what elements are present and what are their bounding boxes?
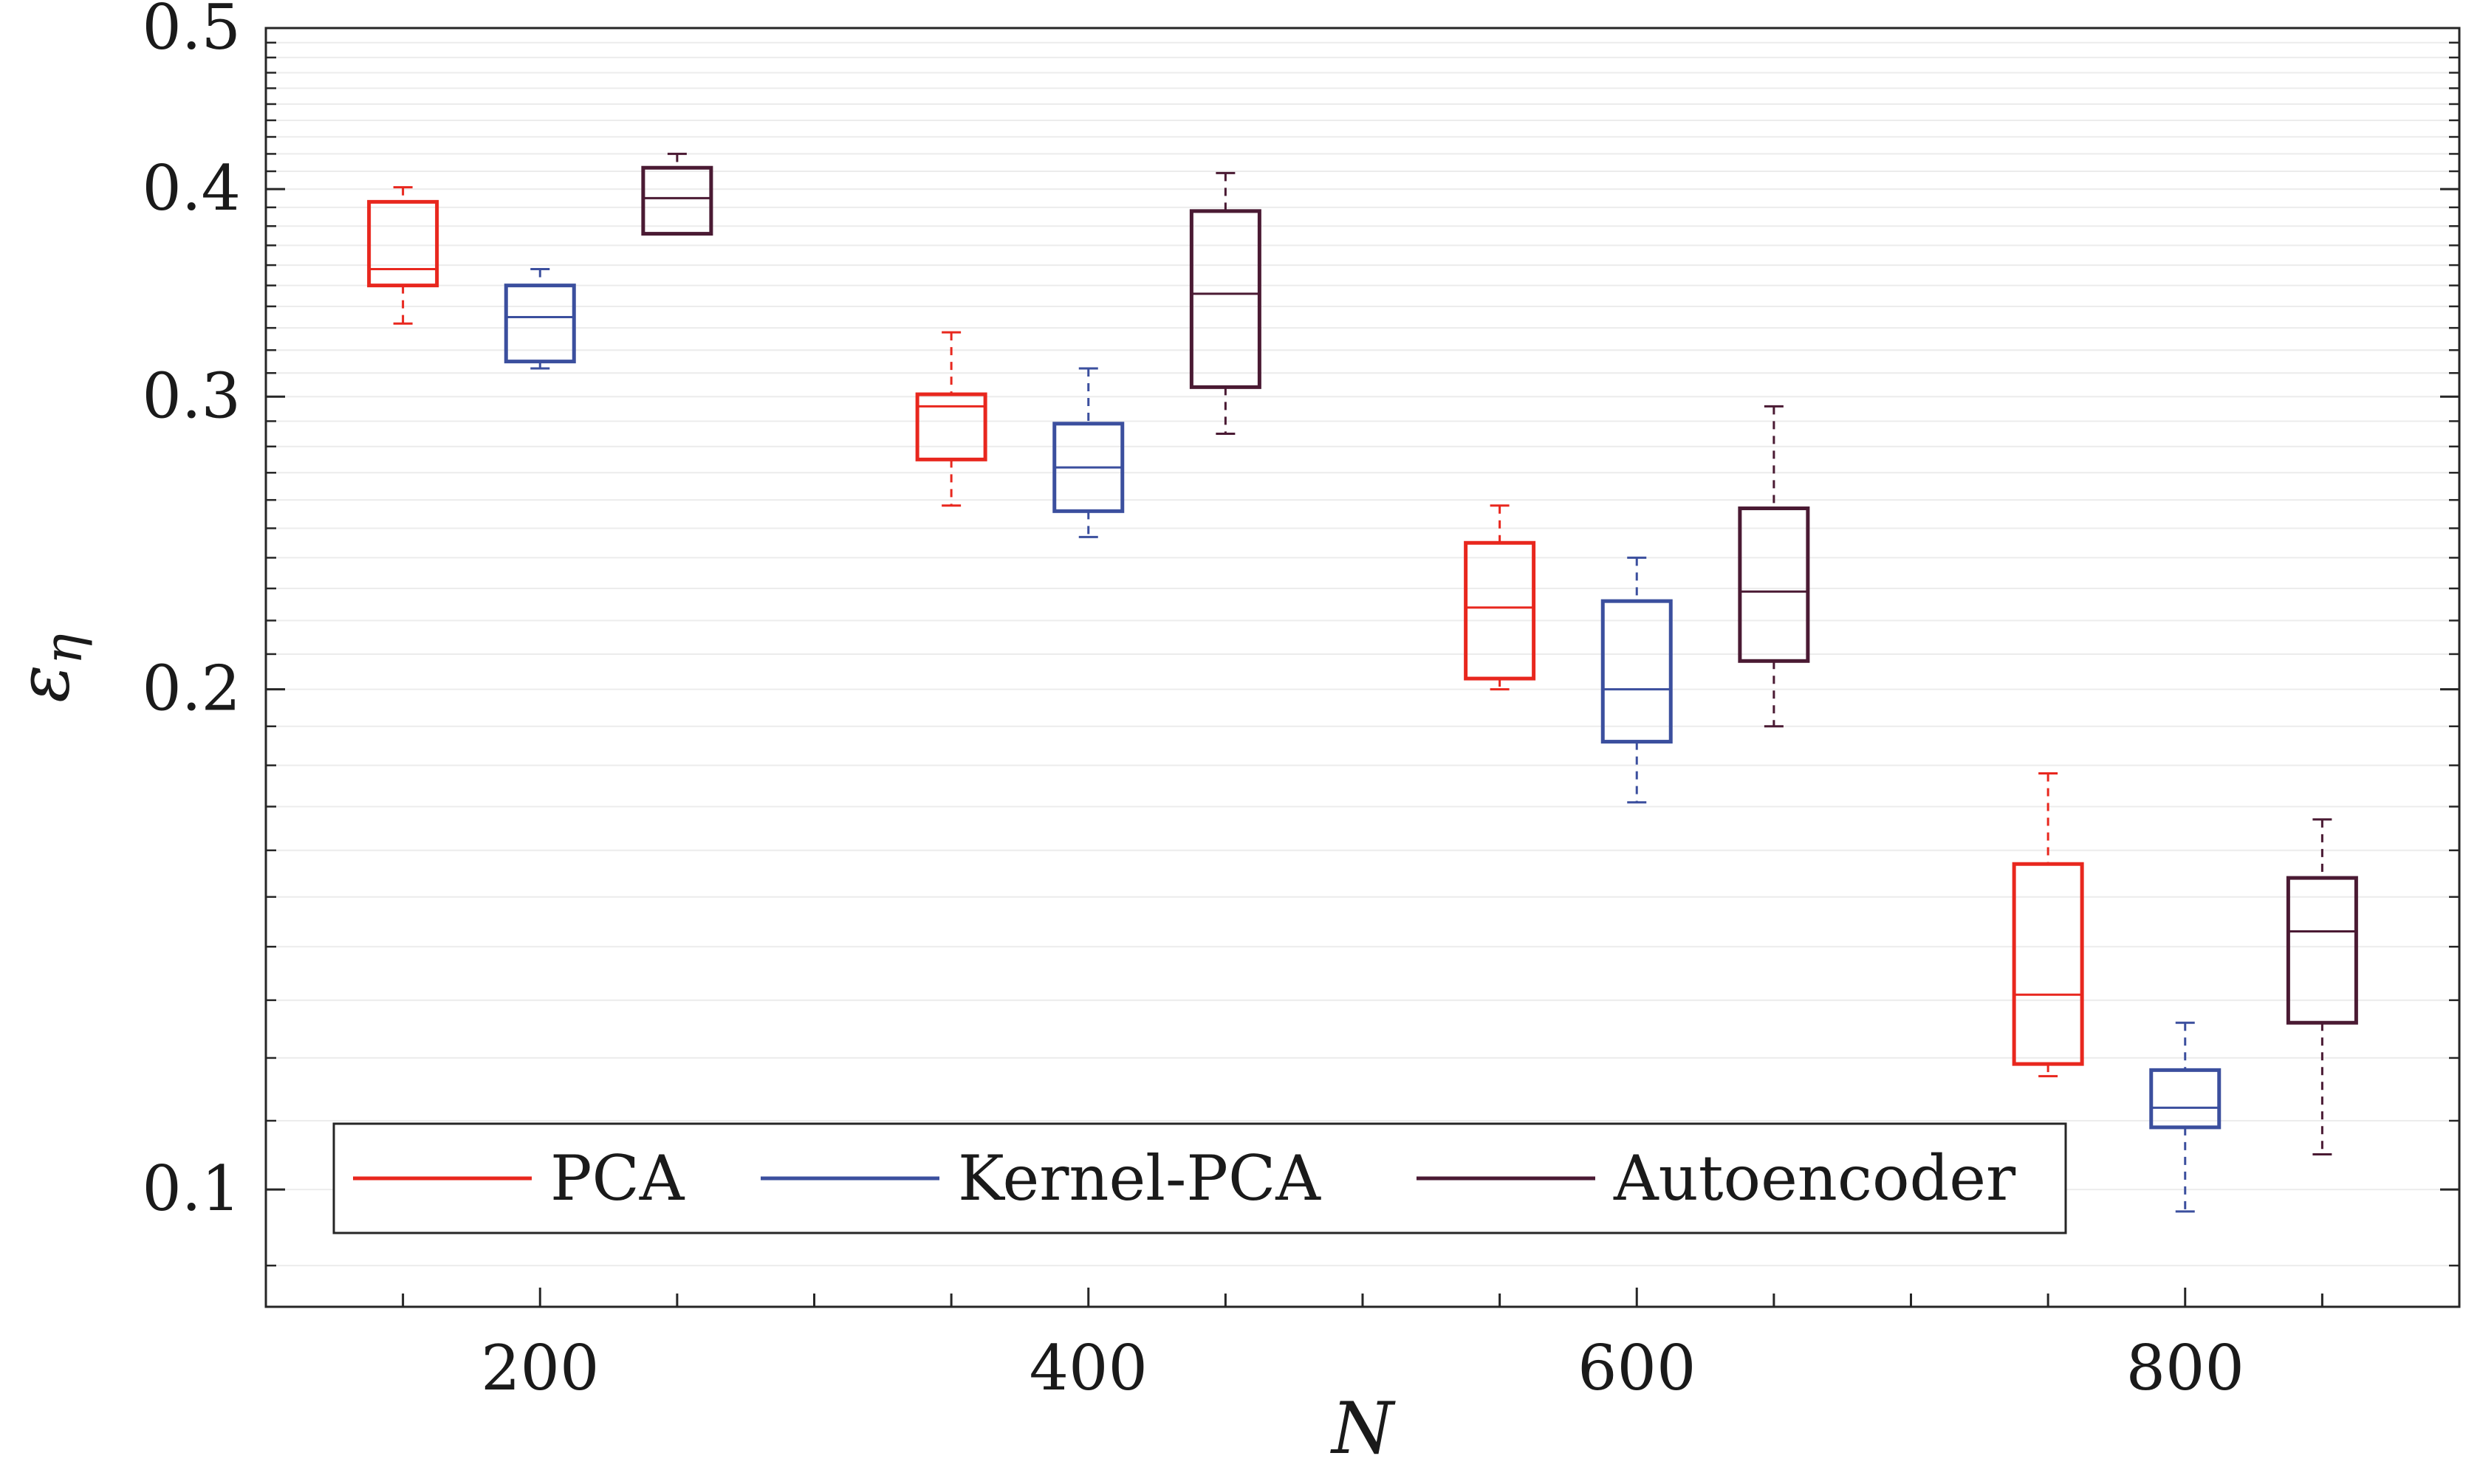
box-kernel-pca <box>504 268 576 370</box>
box-kernel-pca <box>1052 367 1125 538</box>
legend-label: PCA <box>550 1142 685 1215</box>
x-axis-title: N <box>1330 1387 1396 1470</box>
box-pca <box>2012 772 2084 1078</box>
x-tick-label: 800 <box>2126 1332 2244 1404</box>
legend-label: Kernel-PCA <box>958 1142 1321 1215</box>
box-iqr <box>915 392 987 461</box>
y-tick-label: 0.3 <box>142 360 241 432</box>
box-iqr <box>2149 1068 2222 1130</box>
x-tick-label: 600 <box>1578 1332 1696 1404</box>
box-iqr <box>1600 599 1673 744</box>
box-autoencoder <box>1738 405 1810 728</box>
y-tick-label: 0.1 <box>142 1152 241 1225</box>
legend-frame <box>332 1122 2067 1234</box>
box-kernel-pca <box>2149 1021 2222 1213</box>
y-axis-title: εη <box>2 633 94 703</box>
box-iqr <box>2286 876 2358 1025</box>
x-tick-label: 200 <box>481 1332 599 1404</box>
ticks: 0.1 0.2 0.3 0.4 0.5 200 400 600 800 <box>142 0 2459 1404</box>
y-axis-title-main: ε <box>2 664 85 703</box>
x-tick-label: 400 <box>1030 1332 1148 1404</box>
legend-item-autoencoder: Autoencoder <box>1417 1142 2016 1215</box>
y-tick-label: 0.5 <box>142 0 241 63</box>
box-iqr <box>504 284 576 364</box>
box-pca <box>367 186 439 325</box>
box-pca <box>1464 504 1536 691</box>
grid <box>266 41 2459 1267</box>
box-pca <box>915 331 987 507</box>
y-tick-label: 0.4 <box>142 152 241 224</box>
plot-frame <box>264 27 2461 1308</box>
box-iqr <box>1738 506 1810 663</box>
box-autoencoder <box>1189 171 1261 435</box>
legend-label: Autoencoder <box>1613 1142 2016 1215</box>
legend: PCA Kernel-PCA Autoencoder <box>332 1122 2067 1234</box>
box-kernel-pca <box>1600 556 1673 804</box>
box-autoencoder <box>641 152 713 236</box>
box-iqr <box>367 199 439 288</box>
legend-item-kernel-pca: Kernel-PCA <box>761 1142 1321 1215</box>
y-tick-label: 0.2 <box>142 653 241 725</box>
boxes <box>367 152 2358 1213</box>
legend-item-pca: PCA <box>353 1142 685 1215</box>
box-autoencoder <box>2286 818 2358 1155</box>
y-axis-title-sub: η <box>33 633 94 664</box>
box-iqr <box>1464 540 1536 681</box>
box-iqr <box>1189 209 1261 389</box>
box-iqr <box>2012 862 2084 1066</box>
box-iqr <box>641 165 713 236</box>
